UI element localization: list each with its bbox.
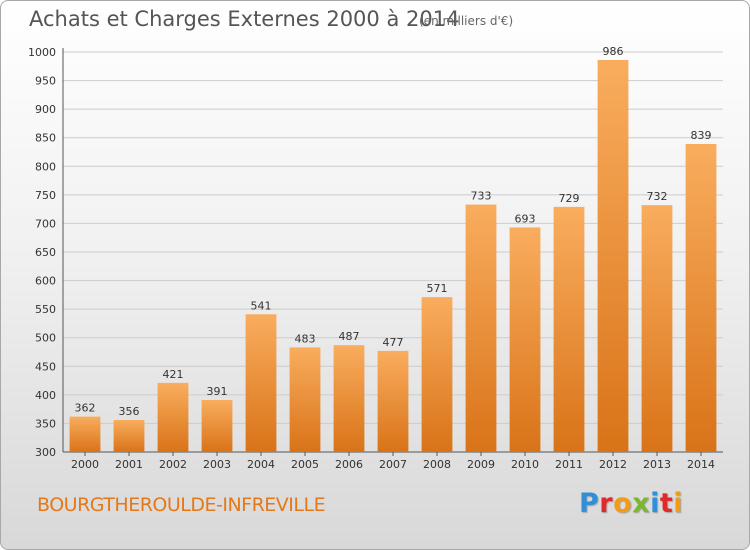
bar-2006 — [333, 345, 365, 452]
x-tick-label: 2006 — [335, 458, 363, 471]
bar-2003 — [201, 400, 233, 452]
bar-2007 — [377, 350, 409, 452]
x-tick-label: 2005 — [291, 458, 319, 471]
logo-letter: i — [673, 488, 684, 519]
bar-2010 — [509, 227, 541, 452]
chart-subtitle: (en milliers d'€) — [419, 14, 514, 28]
x-tick-label: 2007 — [379, 458, 407, 471]
bar-2002 — [157, 382, 189, 452]
x-tick-label: 2000 — [71, 458, 99, 471]
x-tick-label: 2001 — [115, 458, 143, 471]
x-tick-label: 2009 — [467, 458, 495, 471]
y-tick-label: 850 — [35, 132, 56, 145]
bar-value-label: 733 — [471, 190, 492, 203]
bar-2001 — [113, 420, 145, 452]
y-tick-label: 300 — [35, 446, 56, 459]
proxiti-logo: Proxiti — [579, 488, 683, 519]
x-tick-label: 2014 — [687, 458, 715, 471]
y-tick-label: 700 — [35, 217, 56, 230]
bar-2014 — [685, 144, 717, 452]
y-tick-label: 500 — [35, 332, 56, 345]
x-tick-label: 2012 — [599, 458, 627, 471]
logo-letter: t — [659, 488, 674, 519]
bar-2011 — [553, 206, 585, 452]
x-tick-label: 2002 — [159, 458, 187, 471]
bar-value-label: 391 — [207, 385, 228, 398]
bar-2009 — [465, 204, 497, 452]
bar-value-label: 729 — [559, 192, 580, 205]
chart-title: Achats et Charges Externes 2000 à 2014 — [29, 7, 460, 31]
bar-value-label: 693 — [515, 212, 536, 225]
x-tick-label: 2011 — [555, 458, 583, 471]
bar-value-label: 487 — [339, 330, 360, 343]
bar-2005 — [289, 347, 321, 452]
bar-value-label: 732 — [647, 190, 668, 203]
logo-letter: i — [650, 488, 660, 519]
bar-value-label: 477 — [383, 336, 404, 349]
y-tick-label: 400 — [35, 389, 56, 402]
bar-2000 — [69, 416, 101, 452]
bar-value-label: 356 — [119, 405, 140, 418]
logo-letter: x — [632, 488, 651, 519]
bar-2004 — [245, 314, 277, 452]
x-tick-label: 2003 — [203, 458, 231, 471]
bar-2013 — [641, 205, 673, 452]
x-tick-label: 2008 — [423, 458, 451, 471]
bar-value-label: 986 — [603, 45, 624, 58]
y-tick-label: 550 — [35, 303, 56, 316]
bar-value-label: 839 — [691, 129, 712, 142]
y-tick-label: 450 — [35, 360, 56, 373]
logo-letter: P — [579, 488, 600, 519]
logo-letter: r — [599, 488, 614, 519]
y-tick-label: 1000 — [28, 46, 56, 59]
y-tick-label: 350 — [35, 417, 56, 430]
x-tick-label: 2010 — [511, 458, 539, 471]
bar-value-label: 421 — [163, 368, 184, 381]
bar-2008 — [421, 297, 453, 452]
bar-value-label: 571 — [427, 282, 448, 295]
y-tick-label: 650 — [35, 246, 56, 259]
x-tick-label: 2013 — [643, 458, 671, 471]
bar-2012 — [597, 60, 629, 452]
y-tick-label: 750 — [35, 189, 56, 202]
logo-letter: o — [613, 488, 633, 519]
commune-name: BOURGTHEROULDE-INFREVILLE — [37, 494, 326, 516]
bar-value-label: 541 — [251, 299, 272, 312]
bar-value-label: 362 — [75, 402, 96, 415]
bar-value-label: 483 — [295, 332, 316, 345]
y-tick-label: 800 — [35, 160, 56, 173]
y-tick-label: 950 — [35, 75, 56, 88]
x-tick-label: 2004 — [247, 458, 275, 471]
y-tick-label: 900 — [35, 103, 56, 116]
y-tick-label: 600 — [35, 275, 56, 288]
